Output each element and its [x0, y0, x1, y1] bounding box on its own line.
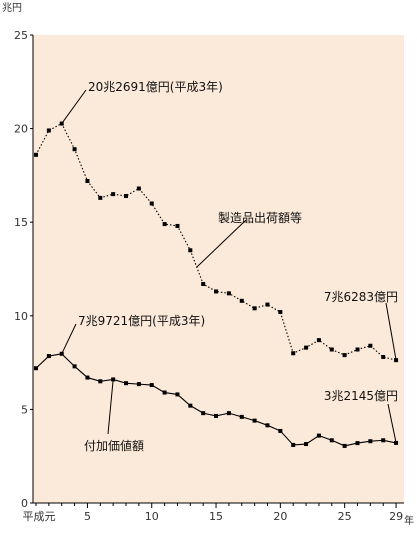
data-point — [149, 201, 154, 206]
data-point — [72, 364, 77, 369]
data-point — [304, 442, 309, 447]
data-point — [149, 383, 154, 388]
data-point — [136, 186, 141, 191]
annotation-peak-shipments: 20兆2691億円(平成3年) — [88, 80, 223, 94]
legend-label-shipments: 製造品出荷額等 — [218, 211, 302, 225]
data-point — [85, 179, 90, 184]
data-point — [175, 223, 180, 228]
x-unit-label: 年 — [404, 514, 414, 527]
x-tick-label: 10 — [145, 510, 159, 523]
data-point — [291, 442, 296, 447]
data-point — [162, 222, 167, 227]
data-point — [214, 413, 219, 418]
leader-line — [61, 89, 87, 124]
data-point — [214, 289, 219, 294]
data-point — [201, 411, 206, 416]
annotation-layer: 20兆2691億円(平成3年) 製造品出荷額等 7兆6283億円 7兆9721億円(平… — [61, 80, 398, 453]
data-point — [46, 128, 51, 133]
y-tick-label: 20 — [14, 123, 28, 136]
leader-line — [107, 379, 114, 435]
data-point — [85, 375, 90, 380]
data-point — [34, 366, 38, 371]
data-point — [304, 345, 309, 350]
data-point — [124, 381, 129, 386]
data-point — [252, 306, 257, 311]
data-point — [162, 390, 167, 395]
y-tick-label: 25 — [14, 29, 28, 42]
y-tick-label: 10 — [14, 310, 28, 323]
data-point — [226, 411, 231, 416]
data-point — [329, 438, 334, 443]
leader-line — [196, 219, 247, 268]
x-tick-label: 25 — [338, 510, 352, 523]
data-point — [368, 439, 373, 444]
data-point — [316, 338, 321, 343]
data-point — [98, 379, 103, 384]
plot-area — [33, 35, 404, 503]
x-tick-label: 29 — [389, 510, 403, 523]
leader-line — [387, 403, 397, 444]
leader-line — [385, 302, 397, 361]
data-point — [278, 310, 283, 315]
data-point — [265, 302, 270, 307]
data-point — [239, 298, 244, 303]
annotation-peak-value-added: 7兆9721億円(平成3年) — [78, 314, 205, 328]
x-tick-label: 20 — [273, 510, 287, 523]
data-point — [72, 147, 77, 152]
y-tick-label: 5 — [21, 403, 28, 416]
data-point — [342, 353, 347, 358]
x-tick-label: 5 — [84, 510, 91, 523]
legend-label-value-added: 付加価値額 — [84, 438, 144, 453]
data-point — [226, 291, 231, 296]
data-point — [355, 347, 360, 352]
y-tick-label: 0 — [21, 497, 28, 510]
data-point — [34, 152, 38, 157]
axes: 0 5 10 15 20 25 平成元 5 10 15 20 25 29 — [14, 29, 404, 523]
data-point — [291, 351, 296, 356]
data-point — [278, 428, 283, 433]
data-point — [342, 443, 347, 448]
y-tick-label: 15 — [14, 216, 28, 229]
data-point — [368, 343, 373, 348]
data-point — [201, 281, 206, 286]
data-point — [239, 414, 244, 419]
data-point — [265, 423, 270, 428]
data-point — [188, 403, 193, 408]
data-point — [136, 382, 141, 387]
data-point — [329, 347, 334, 352]
leader-line — [61, 323, 77, 355]
y-unit-label: 兆円 — [2, 2, 22, 14]
data-point — [124, 193, 129, 198]
x-tick-label: 平成元 — [23, 510, 56, 523]
data-point — [46, 354, 51, 359]
data-point — [252, 418, 257, 423]
data-point — [188, 248, 193, 253]
data-point — [355, 441, 360, 446]
annotation-end-value-added: 3兆2145億円 — [324, 389, 398, 403]
data-point — [98, 195, 103, 200]
data-point — [111, 192, 116, 197]
annotation-end-shipments: 7兆6283億円 — [324, 290, 398, 304]
data-point — [381, 438, 386, 443]
data-point — [381, 354, 386, 359]
x-tick-label: 15 — [209, 510, 223, 523]
data-point — [175, 392, 180, 397]
series-line-0 — [35, 122, 397, 361]
data-point — [316, 433, 321, 438]
